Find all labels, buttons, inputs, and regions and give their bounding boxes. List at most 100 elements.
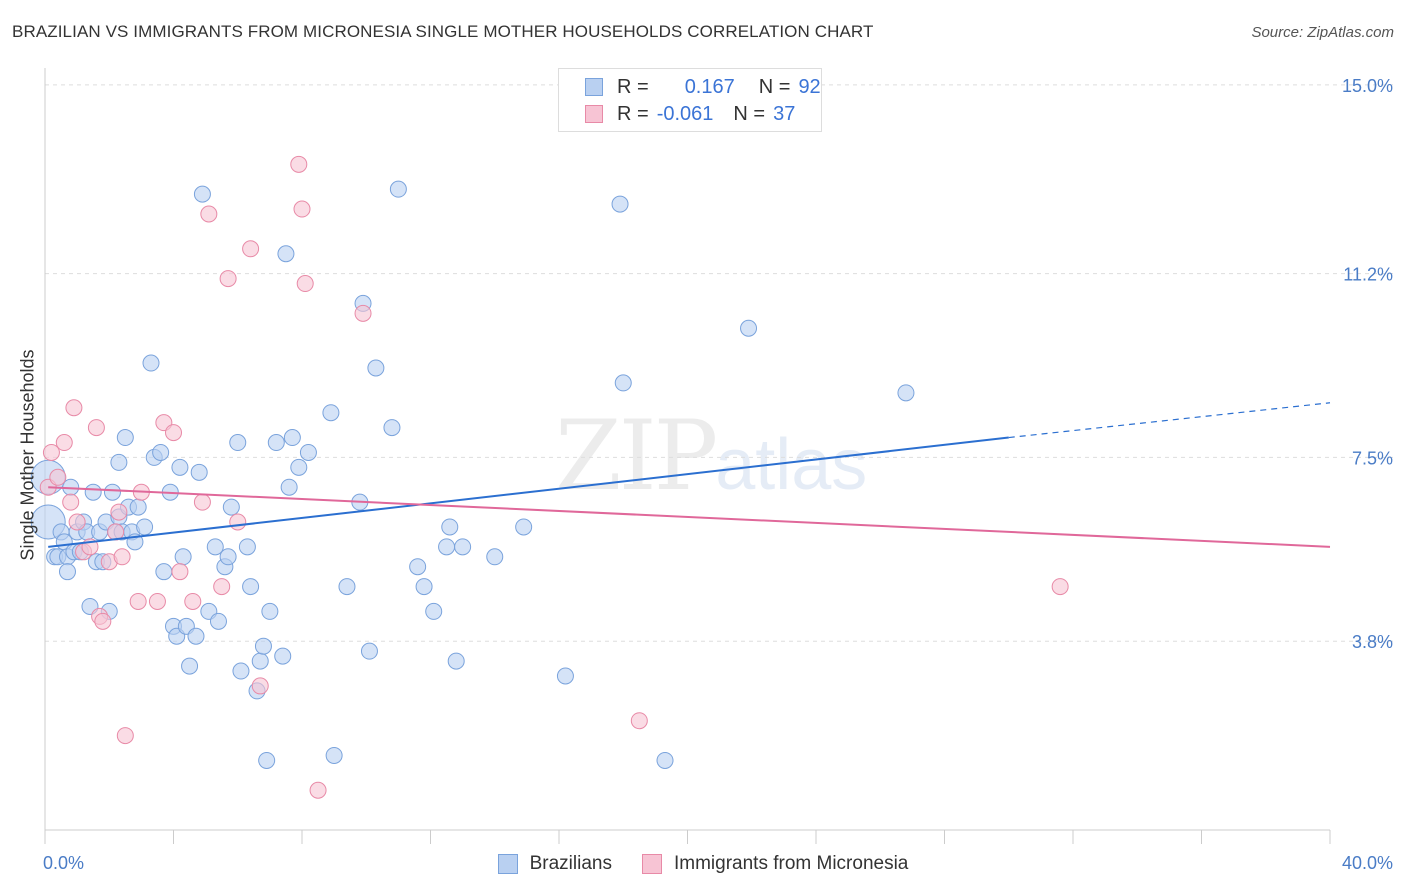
micronesia-point bbox=[354, 304, 372, 322]
brazilian-point bbox=[242, 578, 260, 596]
brazilian-point bbox=[338, 578, 356, 596]
micronesia-point bbox=[184, 592, 202, 610]
micronesia-point bbox=[68, 513, 86, 531]
brazilian-point bbox=[193, 185, 211, 203]
brazilian-point bbox=[656, 751, 674, 769]
micronesia-point bbox=[62, 493, 80, 511]
micronesia-point bbox=[219, 270, 237, 288]
micronesia-point bbox=[129, 592, 147, 610]
chart-title: BRAZILIAN VS IMMIGRANTS FROM MICRONESIA … bbox=[12, 22, 874, 41]
micronesia-point bbox=[113, 548, 131, 566]
micronesia-point bbox=[171, 563, 189, 581]
brazilian-point bbox=[222, 498, 240, 516]
brazilian-point bbox=[277, 245, 295, 263]
stats-legend: R = 0.167 N = 92 R = -0.061 N = 37 bbox=[558, 68, 822, 132]
brazilian-point bbox=[155, 563, 173, 581]
legend-r-value: -0.061 bbox=[656, 102, 714, 125]
micronesia-point bbox=[296, 275, 314, 293]
brazilian-point bbox=[280, 478, 298, 496]
legend-item-brazilians: Brazilians bbox=[497, 853, 612, 875]
legend-item-micronesia: Immigrants from Micronesia bbox=[641, 853, 909, 875]
brazilian-point bbox=[267, 434, 285, 452]
brazilian-point bbox=[187, 627, 205, 645]
micronesia-point bbox=[110, 503, 128, 521]
legend-swatch-blue bbox=[585, 78, 603, 96]
series-legend: Brazilians Immigrants from Micronesia bbox=[0, 852, 1406, 876]
brazilian-point bbox=[486, 548, 504, 566]
micronesia-point bbox=[165, 424, 182, 442]
micronesia-point bbox=[242, 240, 260, 258]
legend-label-micronesia: Immigrants from Micronesia bbox=[673, 853, 909, 874]
brazilian-point bbox=[614, 374, 632, 392]
brazilian-point bbox=[425, 602, 443, 620]
brazilian-point bbox=[274, 647, 292, 665]
brazilian-point bbox=[110, 453, 128, 471]
brazilian-point bbox=[58, 563, 76, 581]
brazilian-point bbox=[261, 602, 279, 620]
brazilian-point bbox=[174, 548, 192, 566]
micronesia-point bbox=[193, 493, 211, 511]
micronesia-point bbox=[55, 434, 73, 452]
x-tick-label: 0.0% bbox=[43, 853, 84, 873]
watermark: ZIPatlas bbox=[555, 400, 867, 512]
brazilian-point bbox=[740, 319, 758, 337]
brazilian-point bbox=[103, 483, 121, 501]
y-tick-label: 7.5% bbox=[1352, 448, 1393, 468]
legend-n-label: N = bbox=[758, 75, 791, 98]
brazilian-point bbox=[219, 548, 237, 566]
brazilian-point bbox=[383, 419, 401, 437]
brazilian-point bbox=[238, 538, 256, 556]
brazilian-point bbox=[441, 518, 459, 536]
brazilian-point bbox=[367, 359, 385, 377]
brazilian-point bbox=[152, 443, 170, 461]
micronesia-point bbox=[229, 513, 247, 531]
micronesia-point bbox=[251, 677, 269, 695]
micronesia-point bbox=[309, 781, 327, 799]
brazilian-point bbox=[129, 498, 147, 516]
brazilian-point bbox=[415, 578, 433, 596]
micronesia-point bbox=[87, 419, 105, 437]
brazilian-point bbox=[290, 458, 308, 476]
brazilian-point bbox=[251, 652, 269, 670]
brazilian-point bbox=[556, 667, 574, 685]
brazilian-point bbox=[142, 354, 160, 372]
brazilian-point bbox=[181, 657, 199, 675]
brazilian-point bbox=[283, 429, 301, 447]
brazilian-point bbox=[84, 483, 102, 501]
y-axis-title: Single Mother Households bbox=[17, 349, 38, 561]
legend-r-label: R = bbox=[617, 75, 649, 98]
micronesia-trend-line bbox=[48, 486, 1331, 548]
legend-r-value: 0.167 bbox=[684, 75, 735, 98]
brazilian-point bbox=[409, 558, 427, 576]
micronesia-point bbox=[94, 612, 112, 630]
brazilian-point bbox=[136, 518, 154, 536]
micronesia-point bbox=[630, 712, 648, 730]
brazilian-point bbox=[171, 458, 189, 476]
brazilian-point bbox=[515, 518, 533, 536]
brazilian-trend-extension bbox=[1008, 402, 1331, 439]
legend-r-label: R = bbox=[617, 102, 649, 125]
micronesia-point bbox=[200, 205, 218, 223]
legend-swatch-pink bbox=[641, 854, 662, 874]
brazilian-point bbox=[447, 652, 465, 670]
watermark-zip: ZIP bbox=[555, 400, 718, 512]
brazilian-point bbox=[438, 538, 456, 556]
legend-n-value: 92 bbox=[798, 75, 821, 98]
micronesia-point bbox=[1051, 578, 1069, 596]
micronesia-point bbox=[65, 399, 83, 417]
legend-n-value: 37 bbox=[773, 102, 796, 125]
y-tick-label: 15.0% bbox=[1342, 76, 1393, 96]
brazilian-point bbox=[325, 746, 343, 764]
micronesia-point bbox=[42, 443, 60, 461]
y-tick-label: 3.8% bbox=[1352, 632, 1393, 652]
y-tick-label: 11.2% bbox=[1343, 265, 1393, 285]
brazilian-point bbox=[209, 612, 227, 630]
brazilian-point bbox=[454, 538, 472, 556]
brazilian-point bbox=[258, 751, 276, 769]
legend-n-label: N = bbox=[733, 102, 766, 125]
brazilian-point bbox=[389, 180, 407, 198]
micronesia-point bbox=[148, 592, 166, 610]
brazilian-point bbox=[190, 463, 208, 481]
brazilian-point bbox=[232, 662, 250, 680]
